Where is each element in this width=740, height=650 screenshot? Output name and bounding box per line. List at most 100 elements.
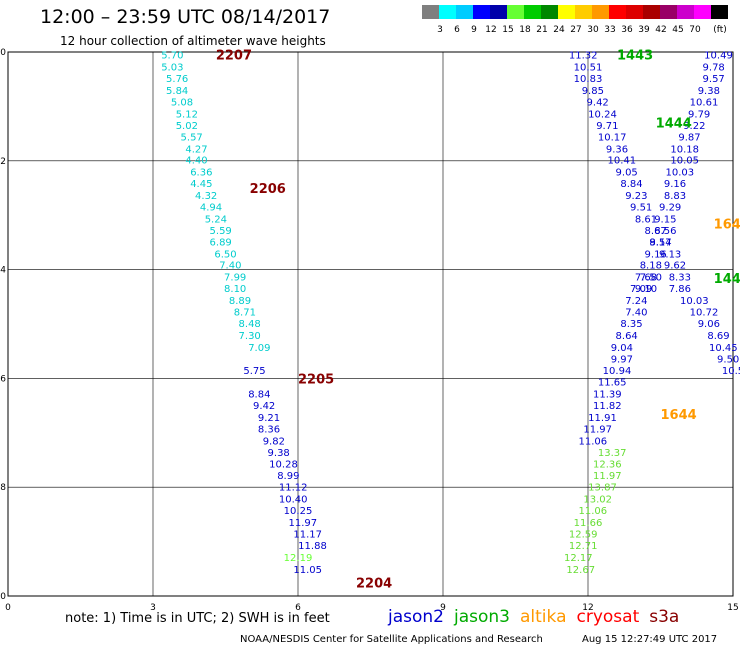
data-point-label: 13.37 [598,448,627,459]
data-point-label: 11.97 [593,471,622,482]
data-point-label: 5.02 [176,121,198,132]
data-point-label: 10.03 [666,168,695,179]
data-point-label: 11.05 [293,565,322,576]
data-point-label: 12.36 [593,459,622,470]
timestamp-text: Aug 15 12:27:49 UTC 2017 [582,634,718,645]
data-point-label: 5.24 [205,214,227,225]
x-tick-label: 6 [295,603,301,613]
data-point-label: 8.64 [616,331,638,342]
data-point-label: 9.78 [703,63,725,74]
color-scale-legend [422,5,728,19]
color-scale-swatch [439,5,456,19]
data-point-label: 9.57 [703,74,725,85]
data-point-label: 9.29 [659,202,681,213]
data-point-label: 11.17 [293,529,322,540]
data-point-label: 9.97 [611,354,633,365]
data-point-label: 9.85 [582,86,604,97]
satellite-legend-s3a: s3a [649,607,680,627]
satellite-legend: jason2 jason3 altika cryosat s3a [388,607,679,627]
data-point-label: 10.5 [722,366,740,377]
data-point-label: 7.68 [635,273,657,284]
note-text: note: 1) Time is in UTC; 2) SWH is in fe… [65,611,330,626]
data-point-label: 10.25 [284,506,313,517]
data-point-label: 11.88 [298,541,327,552]
data-point-label: 5.03 [161,63,183,74]
satellite-legend-cryosat: cryosat [576,607,640,627]
data-point-label: 10.05 [670,156,699,167]
data-point-label: 5.08 [171,98,193,109]
color-scale-swatch [507,5,524,19]
data-point-label: 8.61 [635,214,657,225]
credit-text: NOAA/NESDIS Center for Satellite Applica… [240,634,543,645]
color-scale-swatch [626,5,643,19]
data-point-label: 11.06 [579,436,608,447]
data-point-label: 12.19 [284,553,313,564]
data-point-label: 6.89 [210,237,232,248]
data-point-label: 8.89 [229,296,251,307]
data-point-label: 9.42 [587,98,609,109]
color-scale-swatch [456,5,473,19]
data-point-label: 9.82 [263,436,285,447]
data-point-label: 11.66 [574,518,603,529]
data-point-label: 9.23 [625,191,647,202]
data-point-label: 9.16 [645,249,667,260]
color-scale-swatch [422,5,439,19]
x-tick-label: 15 [727,603,738,613]
data-point-label: 10.24 [588,109,617,120]
data-point-label: 10.40 [279,495,308,506]
data-point-label: 5.57 [181,132,203,143]
pass-number-label: 2207 [216,49,252,64]
data-point-label: 5.84 [166,86,188,97]
data-point-label: 8.18 [640,261,662,272]
data-point-label: 12.17 [564,553,593,564]
data-point-label: 8.99 [277,471,299,482]
data-point-label: 12.67 [566,565,595,576]
y-tick-label: -40 [0,592,6,602]
data-point-label: 4.32 [195,191,217,202]
data-point-label: 10.61 [690,98,719,109]
data-point-label: 7.40 [625,307,647,318]
data-point-label: 11.06 [579,506,608,517]
color-scale-swatch [711,5,728,19]
data-point-label: 9.05 [616,168,638,179]
data-point-label: 7.40 [219,261,241,272]
data-point-label: 13.87 [588,483,617,494]
y-tick-label: -30 [0,48,6,58]
x-tick-label: 12 [582,603,593,613]
data-point-label: 8.56 [654,226,676,237]
data-point-label: 5.76 [166,74,188,85]
pass-number-label: 1444 [714,272,740,287]
data-point-label: 13.02 [583,495,612,506]
data-point-label: 10.41 [608,156,637,167]
x-tick-label: 0 [5,603,11,613]
data-point-label: 8.84 [620,179,642,190]
data-point-label: 10.51 [574,63,603,74]
data-point-label: 9.87 [678,132,700,143]
data-point-label: 5.70 [161,51,183,62]
data-point-label: 9.13 [659,249,681,260]
data-point-label: 10.83 [574,74,603,85]
data-point-label: 8.35 [620,319,642,330]
data-point-label: 5.59 [210,226,232,237]
data-point-label: 9.79 [688,109,710,120]
data-point-label: 4.94 [200,202,222,213]
color-scale-swatch [694,5,711,19]
data-point-label: 4.45 [190,179,212,190]
color-scale-swatch [490,5,507,19]
data-point-label: 8.71 [234,307,256,318]
satellite-legend-altika: altika [520,607,567,627]
color-scale-swatch [660,5,677,19]
data-point-label: 10.45 [709,343,738,354]
data-point-label: 9.15 [654,214,676,225]
data-point-label: 9.38 [268,448,290,459]
data-point-label: 12.71 [569,541,598,552]
color-scale-swatch [524,5,541,19]
data-point-label: 9.71 [596,121,618,132]
data-point-label: 9.50 [717,354,739,365]
y-tick-label: -32 [0,157,6,167]
y-tick-label: -34 [0,266,6,276]
data-point-label: 11.91 [588,413,617,424]
data-point-label: 9.51 [630,202,652,213]
data-point-label: 11.82 [593,401,622,412]
